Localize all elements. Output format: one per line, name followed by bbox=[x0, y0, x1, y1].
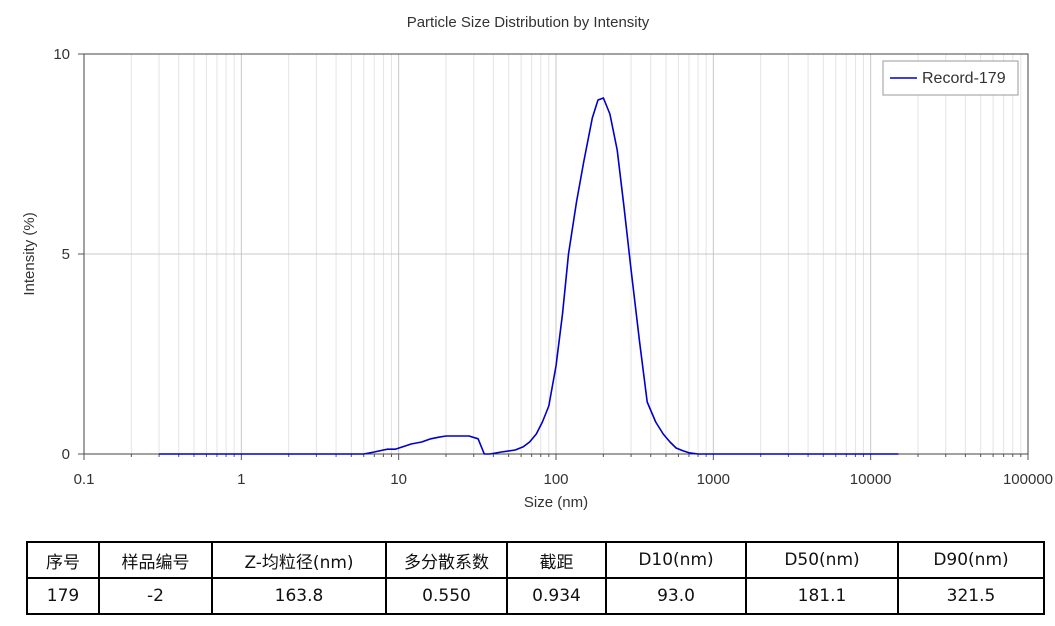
intensity-distribution-chart: Particle Size Distribution by Intensity … bbox=[21, 14, 1053, 511]
x-tick-label: 10000 bbox=[850, 471, 892, 488]
results-header-row: 序号 样品编号 Z-均粒径(nm) 多分散系数 截距 D10(nm) D50(n… bbox=[26, 541, 1045, 579]
y-axis-label: Intensity (%) bbox=[21, 212, 38, 295]
results-table: 序号 样品编号 Z-均粒径(nm) 多分散系数 截距 D10(nm) D50(n… bbox=[26, 541, 1045, 615]
x-axis-ticks: 0.1 1 10 100 1000 10000 100000 bbox=[74, 454, 1053, 488]
y-tick-label: 5 bbox=[62, 246, 70, 263]
x-tick-label: 1 bbox=[237, 471, 245, 488]
cell-z-average: 163.8 bbox=[211, 577, 387, 615]
x-tick-label: 10 bbox=[390, 471, 407, 488]
header-index: 序号 bbox=[26, 541, 100, 579]
cell-index: 179 bbox=[26, 577, 100, 615]
series-layer bbox=[159, 97, 899, 455]
header-d50: D50(nm) bbox=[745, 541, 899, 579]
y-axis-ticks: 0 5 10 bbox=[53, 46, 84, 463]
x-axis-label: Size (nm) bbox=[524, 494, 588, 511]
cell-d50: 181.1 bbox=[745, 577, 899, 615]
header-d10: D10(nm) bbox=[605, 541, 747, 579]
y-tick-label: 0 bbox=[62, 446, 70, 463]
series-line-record-179 bbox=[159, 97, 899, 455]
chart-legend[interactable]: Record-179 bbox=[882, 60, 1019, 96]
cell-intercept: 0.934 bbox=[506, 577, 607, 615]
y-tick-label: 10 bbox=[53, 46, 70, 63]
legend-label-record-179: Record-179 bbox=[922, 70, 1006, 87]
header-d90: D90(nm) bbox=[897, 541, 1045, 579]
cell-pdi: 0.550 bbox=[385, 577, 508, 615]
cell-d90: 321.5 bbox=[897, 577, 1045, 615]
cell-d10: 93.0 bbox=[605, 577, 747, 615]
header-intercept: 截距 bbox=[506, 541, 607, 579]
header-sample-id: 样品编号 bbox=[98, 541, 213, 579]
cell-sample-id: -2 bbox=[98, 577, 213, 615]
x-tick-label: 100000 bbox=[1003, 471, 1053, 488]
x-tick-label: 0.1 bbox=[74, 471, 95, 488]
chart-title: Particle Size Distribution by Intensity bbox=[407, 14, 650, 31]
header-z-average: Z-均粒径(nm) bbox=[211, 541, 387, 579]
x-tick-label: 100 bbox=[543, 471, 568, 488]
header-pdi: 多分散系数 bbox=[385, 541, 508, 579]
x-tick-label: 1000 bbox=[697, 471, 730, 488]
table-row: 179 -2 163.8 0.550 0.934 93.0 181.1 321.… bbox=[26, 577, 1045, 615]
